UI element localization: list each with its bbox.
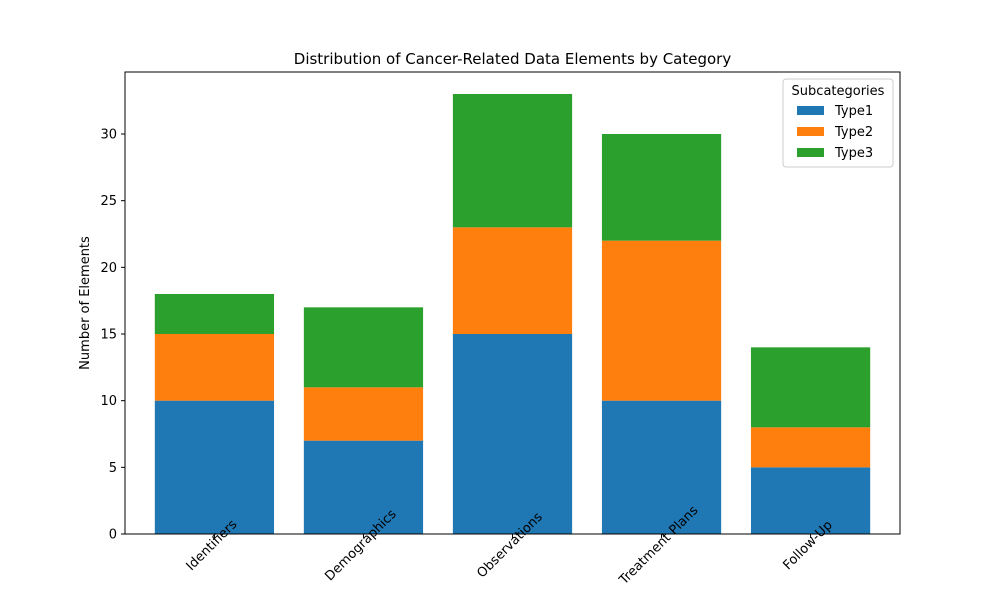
bar-type1-demographics xyxy=(303,440,424,534)
y-axis-label: Number of Elements xyxy=(78,236,93,370)
y-tick-label: 10 xyxy=(100,394,117,409)
bar-type1-treatment-plans xyxy=(601,400,722,534)
legend-title: Subcategories xyxy=(792,84,885,99)
bar-type2-follow-up xyxy=(750,427,871,468)
bar-type3-identifiers xyxy=(154,294,275,334)
legend-label-type2: Type2 xyxy=(834,125,873,140)
bar-type2-demographics xyxy=(303,387,424,441)
bar-type1-follow-up xyxy=(750,467,871,534)
bar-type3-observations xyxy=(452,94,573,228)
legend-box xyxy=(782,78,894,168)
y-tick-label: 0 xyxy=(109,528,117,543)
y-tick-label: 25 xyxy=(100,194,117,209)
bar-type2-treatment-plans xyxy=(601,240,722,401)
bar-type1-observations xyxy=(452,334,573,534)
y-tick-label: 30 xyxy=(100,128,117,143)
legend-swatch-type2 xyxy=(797,127,824,136)
bar-type3-demographics xyxy=(303,307,424,388)
bar-type3-follow-up xyxy=(750,347,871,428)
bar-type1-identifiers xyxy=(154,400,275,534)
plot-frame xyxy=(124,71,901,535)
bar-type2-identifiers xyxy=(154,334,275,401)
legend-swatch-type1 xyxy=(797,106,824,115)
bar-type2-observations xyxy=(452,227,573,334)
bars-group xyxy=(154,94,871,534)
legend: Subcategories Type1 Type2 Type3 xyxy=(782,78,894,168)
y-tick-label: 15 xyxy=(100,328,117,343)
bar-type3-treatment-plans xyxy=(601,134,722,241)
chart-title: Distribution of Cancer-Related Data Elem… xyxy=(294,50,732,68)
y-ticks-group: 0 5 10 15 20 25 30 xyxy=(100,128,125,543)
y-tick-label: 5 xyxy=(109,461,117,476)
legend-swatch-type3 xyxy=(797,148,824,157)
legend-label-type1: Type1 xyxy=(834,104,873,119)
y-tick-label: 20 xyxy=(100,261,117,276)
legend-label-type3: Type3 xyxy=(834,146,873,161)
